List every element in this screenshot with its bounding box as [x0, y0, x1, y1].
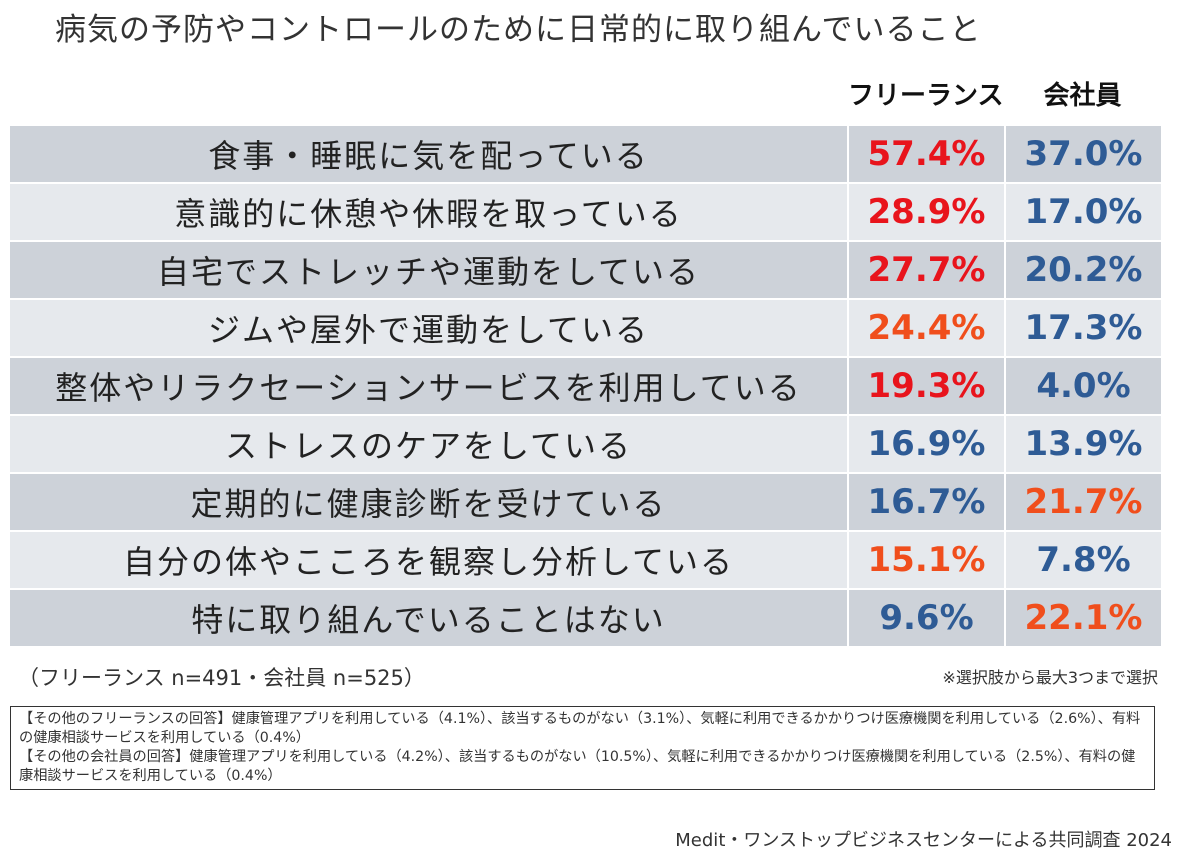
- chart-title: 病気の予防やコントロールのために日常的に取り組んでいること: [55, 12, 982, 48]
- selection-note: ※選択肢から最大3つまで選択: [942, 668, 1158, 687]
- value-employee: 20.2%: [1006, 242, 1161, 298]
- row-label: 自宅でストレッチや運動をしている: [10, 242, 847, 298]
- value-freelance: 57.4%: [849, 126, 1004, 182]
- row-label: 意識的に休憩や休暇を取っている: [10, 184, 847, 240]
- table-row: ストレスのケアをしている 16.9% 13.9%: [10, 416, 1161, 472]
- value-employee: 13.9%: [1006, 416, 1161, 472]
- value-freelance: 27.7%: [849, 242, 1004, 298]
- table-row: 定期的に健康診断を受けている 16.7% 21.7%: [10, 474, 1161, 530]
- table-row: ジムや屋外で運動をしている 24.4% 17.3%: [10, 300, 1161, 356]
- value-freelance: 16.7%: [849, 474, 1004, 530]
- value-employee: 7.8%: [1006, 532, 1161, 588]
- row-label: ストレスのケアをしている: [10, 416, 847, 472]
- value-employee: 17.3%: [1006, 300, 1161, 356]
- value-freelance: 28.9%: [849, 184, 1004, 240]
- other-answers-employee: 【その他の会社員の回答】健康管理アプリを利用している（4.2%）、該当するものが…: [19, 749, 1136, 784]
- table-row: 食事・睡眠に気を配っている 57.4% 37.0%: [10, 126, 1161, 182]
- row-label: 自分の体やこころを観察し分析している: [10, 532, 847, 588]
- table-row: 特に取り組んでいることはない 9.6% 22.1%: [10, 590, 1161, 646]
- other-answers-freelance: 【その他のフリーランスの回答】健康管理アプリを利用している（4.1%）、該当する…: [19, 711, 1141, 746]
- value-freelance: 15.1%: [849, 532, 1004, 588]
- value-employee: 17.0%: [1006, 184, 1161, 240]
- value-freelance: 9.6%: [849, 590, 1004, 646]
- value-employee: 21.7%: [1006, 474, 1161, 530]
- value-employee: 37.0%: [1006, 126, 1161, 182]
- row-label: 特に取り組んでいることはない: [10, 590, 847, 646]
- value-freelance: 16.9%: [849, 416, 1004, 472]
- row-label: 定期的に健康診断を受けている: [10, 474, 847, 530]
- table-row: 整体やリラクセーションサービスを利用している 19.3% 4.0%: [10, 358, 1161, 414]
- value-employee: 22.1%: [1006, 590, 1161, 646]
- table-row: 意識的に休憩や休暇を取っている 28.9% 17.0%: [10, 184, 1161, 240]
- row-label: 整体やリラクセーションサービスを利用している: [10, 358, 847, 414]
- other-answers-box: 【その他のフリーランスの回答】健康管理アプリを利用している（4.1%）、該当する…: [10, 706, 1155, 790]
- row-label: 食事・睡眠に気を配っている: [10, 126, 847, 182]
- table-row: 自分の体やこころを観察し分析している 15.1% 7.8%: [10, 532, 1161, 588]
- column-header-employee: 会社員: [1043, 81, 1122, 111]
- results-table: 食事・睡眠に気を配っている 57.4% 37.0% 意識的に休憩や休暇を取っている 28…: [10, 126, 1161, 648]
- value-employee: 4.0%: [1006, 358, 1161, 414]
- row-label: ジムや屋外で運動をしている: [10, 300, 847, 356]
- source-footer: Medit・ワンストップビジネスセンターによる共同調査 2024: [675, 830, 1172, 851]
- sample-size: （フリーランス n=491・会社員 n=525）: [18, 666, 425, 690]
- column-header-freelance: フリーランス: [848, 81, 1004, 111]
- table-row: 自宅でストレッチや運動をしている 27.7% 20.2%: [10, 242, 1161, 298]
- value-freelance: 24.4%: [849, 300, 1004, 356]
- value-freelance: 19.3%: [849, 358, 1004, 414]
